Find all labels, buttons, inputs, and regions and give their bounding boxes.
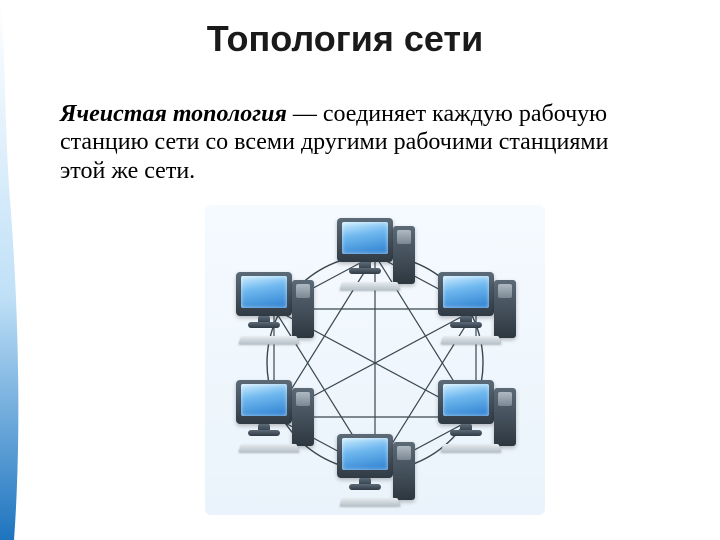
workstation-node (234, 272, 314, 346)
workstation-node (436, 272, 516, 346)
slide-left-accent (0, 0, 24, 540)
workstation-node (436, 380, 516, 454)
monitor-icon (236, 380, 292, 424)
keyboard-icon (339, 282, 400, 291)
monitor-icon (438, 272, 494, 316)
computer-tower-icon (494, 388, 516, 446)
keyboard-icon (440, 444, 501, 453)
monitor-icon (236, 272, 292, 316)
keyboard-icon (440, 336, 501, 345)
computer-tower-icon (494, 280, 516, 338)
mesh-topology-diagram (205, 205, 545, 515)
computer-tower-icon (292, 280, 314, 338)
computer-tower-icon (393, 226, 415, 284)
workstation-node (335, 218, 415, 292)
keyboard-icon (339, 498, 400, 507)
workstation-node (335, 434, 415, 508)
computer-tower-icon (292, 388, 314, 446)
computer-tower-icon (393, 442, 415, 500)
workstation-node (234, 380, 314, 454)
diagram-nodes-layer (205, 205, 545, 515)
monitor-icon (438, 380, 494, 424)
monitor-screen (443, 384, 489, 416)
term-separator: — (287, 101, 323, 127)
monitor-screen (342, 438, 388, 470)
keyboard-icon (238, 336, 299, 345)
keyboard-icon (238, 444, 299, 453)
monitor-screen (342, 222, 388, 254)
slide-body-text: Ячеистая топология — соединяет каждую ра… (60, 100, 640, 185)
slide-title: Топология сети (0, 18, 690, 60)
monitor-icon (337, 218, 393, 262)
term-mesh-topology: Ячеистая топология (60, 101, 287, 127)
monitor-screen (241, 276, 287, 308)
monitor-icon (337, 434, 393, 478)
monitor-screen (241, 384, 287, 416)
monitor-screen (443, 276, 489, 308)
